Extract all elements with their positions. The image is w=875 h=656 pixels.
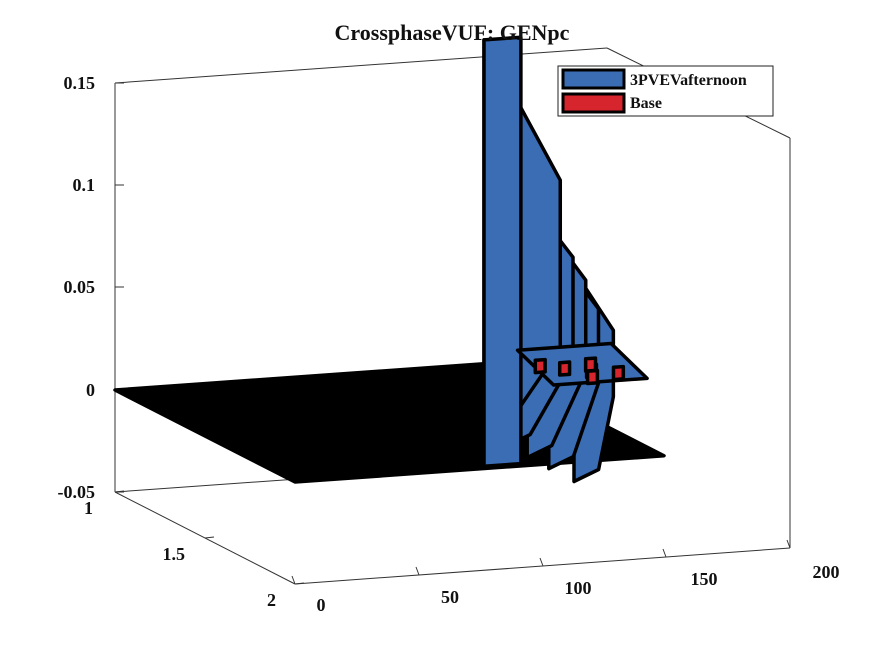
x-tick-label: 100 bbox=[565, 578, 592, 598]
z-tick-label: -0.05 bbox=[58, 482, 96, 502]
x-tick bbox=[786, 539, 791, 549]
x-tick bbox=[662, 548, 667, 558]
legend-label: 3PVEVafternoon bbox=[630, 72, 747, 89]
y-tick-label: 1.5 bbox=[163, 544, 186, 564]
x-tick-label: 50 bbox=[441, 587, 459, 607]
legend: 3PVEVafternoon Base bbox=[557, 65, 774, 117]
z-tick-label: 0.05 bbox=[64, 277, 96, 297]
y-tick-label: 2 bbox=[267, 590, 276, 610]
base-marker bbox=[611, 364, 626, 382]
z-tick-marks bbox=[115, 82, 124, 493]
z-tick-label: 0 bbox=[86, 380, 95, 400]
x-tick bbox=[539, 557, 544, 567]
base-marker bbox=[583, 356, 598, 373]
waterfall-surface bbox=[113, 35, 666, 484]
x-tick bbox=[415, 566, 420, 576]
x-tick-label: 150 bbox=[691, 569, 718, 589]
x-tick bbox=[291, 575, 296, 585]
legend-label: Base bbox=[630, 95, 662, 112]
base-marker bbox=[533, 357, 547, 375]
legend-swatch-base bbox=[561, 92, 626, 114]
base-marker bbox=[557, 360, 572, 377]
x-tick-marks bbox=[291, 539, 791, 585]
axes-box bbox=[114, 47, 791, 585]
box-edge bbox=[114, 47, 608, 84]
z-tick-label: 0.15 bbox=[64, 73, 96, 93]
x-tick-label: 0 bbox=[317, 595, 326, 615]
y-tick-marks bbox=[114, 490, 305, 585]
y-tick bbox=[294, 582, 305, 585]
legend-swatch-3pvevafternoon bbox=[561, 68, 626, 90]
y-tick-label: 1 bbox=[84, 498, 93, 518]
y-tick bbox=[114, 490, 125, 493]
y-tick bbox=[204, 536, 215, 539]
x-tick-label: 200 bbox=[813, 562, 840, 582]
z-tick-label: 0.1 bbox=[73, 175, 96, 195]
chart-title: CrossphaseVUF: GENpc bbox=[335, 20, 570, 45]
waterfall-panel-front bbox=[482, 35, 523, 468]
